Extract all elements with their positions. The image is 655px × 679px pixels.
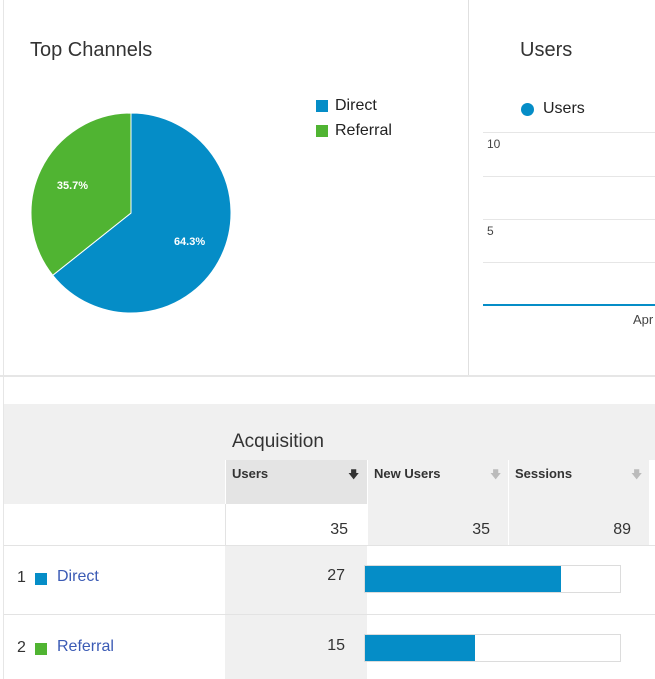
table-header-blank — [4, 404, 225, 504]
gridline — [483, 262, 655, 263]
row-1-channel-link[interactable]: Direct — [57, 568, 99, 585]
row-1-users-bar — [364, 565, 621, 593]
row-divider — [4, 545, 655, 546]
users-chart-title: Users — [520, 39, 573, 61]
users-legend-label: Users — [543, 100, 585, 117]
total-sessions: 89 — [613, 521, 631, 538]
totals-users-cell — [225, 504, 367, 545]
top-channels-pie-chart: 64.3% 35.7% — [30, 112, 232, 314]
referral-swatch-icon — [35, 643, 47, 655]
acquisition-label: Acquisition — [232, 431, 324, 452]
row-2-bar-fill — [365, 635, 475, 661]
totals-new-users-cell — [367, 504, 508, 545]
arrow-down-icon[interactable]: 🡇 — [490, 469, 502, 481]
pie-slice-referral[interactable] — [30, 112, 132, 276]
pie-label-referral: 35.7% — [57, 180, 88, 192]
column-label-users: Users — [232, 466, 269, 481]
direct-swatch-icon — [316, 100, 328, 112]
legend-label-referral: Referral — [335, 122, 392, 139]
y-tick-10: 10 — [487, 137, 501, 151]
acquisition-header — [225, 404, 655, 460]
users-series-line — [483, 304, 655, 306]
row-1-rank: 1 — [17, 569, 26, 586]
total-users: 35 — [330, 521, 348, 538]
total-new-users: 35 — [472, 521, 490, 538]
users-legend[interactable]: Users — [521, 100, 585, 118]
column-label-sessions: Sessions — [515, 466, 573, 481]
arrow-down-icon[interactable]: 🡇 — [348, 469, 360, 481]
top-channels-title: Top Channels — [30, 39, 153, 61]
gridline — [483, 132, 655, 133]
referral-swatch-icon — [316, 125, 328, 137]
direct-swatch-icon — [35, 573, 47, 585]
x-axis-label: Apr — [633, 312, 654, 327]
row-divider — [4, 614, 655, 615]
gridline — [483, 219, 655, 220]
gridline — [483, 176, 655, 177]
legend-item-direct[interactable]: Direct — [316, 97, 377, 115]
users-card: Users Users 10 5 Apr — [469, 0, 655, 375]
totals-sessions-cell — [508, 504, 649, 545]
pie-slice-direct[interactable] — [52, 112, 232, 314]
legend-label-direct: Direct — [335, 97, 377, 114]
row-2-rank: 2 — [17, 639, 26, 656]
row-1-users: 27 — [327, 567, 345, 584]
pie-label-direct: 64.3% — [174, 236, 205, 248]
page-edge — [3, 0, 4, 679]
row-2-users: 15 — [327, 637, 345, 654]
y-tick-5: 5 — [487, 224, 494, 238]
users-series-dot-icon — [521, 102, 534, 116]
row-2-users-cell — [225, 615, 367, 679]
legend-item-referral[interactable]: Referral — [316, 122, 392, 140]
column-header-users[interactable] — [225, 460, 367, 504]
column-header-new-users[interactable] — [367, 460, 508, 504]
column-label-new-users: New Users — [374, 466, 441, 481]
row-1-users-cell — [225, 546, 367, 614]
section-divider — [0, 375, 655, 377]
arrow-down-icon[interactable]: 🡇 — [631, 469, 643, 481]
row-2-channel-link[interactable]: Referral — [57, 638, 114, 655]
row-2-users-bar — [364, 634, 621, 662]
row-1-bar-fill — [365, 566, 562, 592]
column-header-sessions[interactable] — [508, 460, 649, 504]
